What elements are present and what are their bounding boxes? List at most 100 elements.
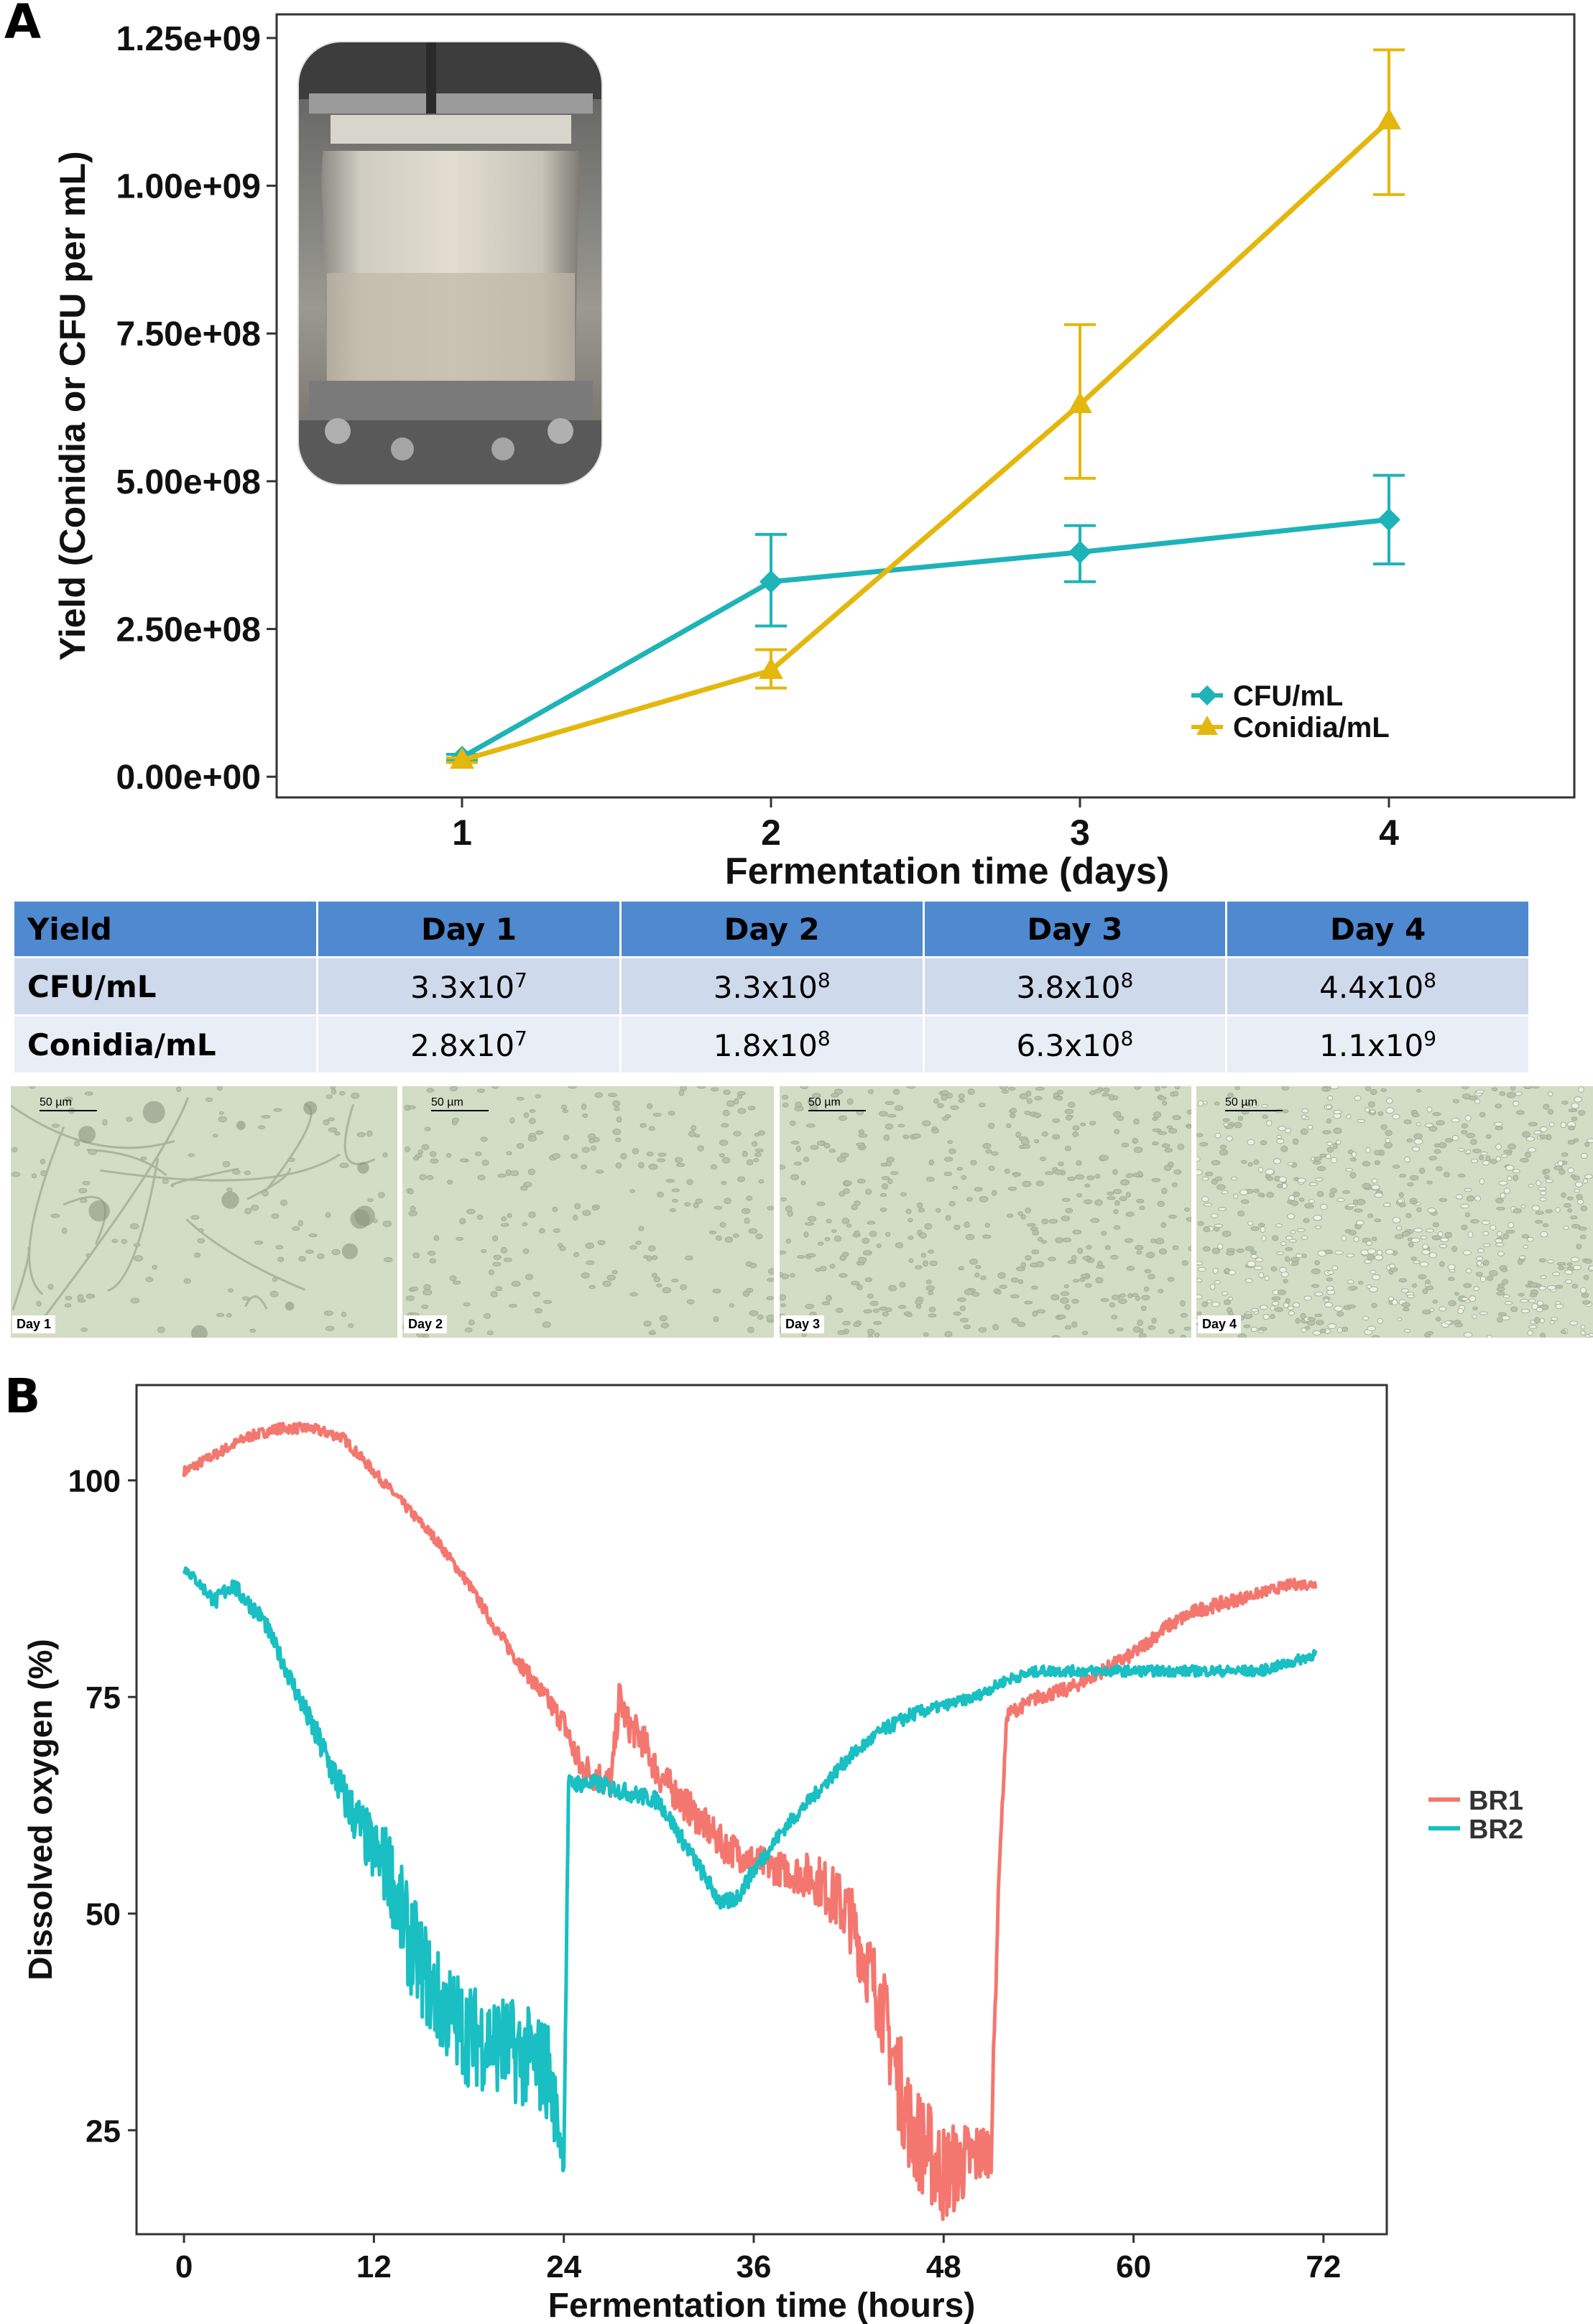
conidium	[1518, 1255, 1526, 1260]
conidium	[954, 1224, 961, 1231]
conidium	[543, 1300, 552, 1304]
conidium	[1168, 1214, 1177, 1219]
conidium	[974, 1187, 983, 1192]
conidium	[1152, 1128, 1162, 1132]
conidium	[1298, 1198, 1305, 1202]
conidium	[86, 1253, 91, 1258]
conidium	[500, 1223, 509, 1227]
conidium	[648, 1164, 658, 1170]
conidium	[1163, 1165, 1172, 1171]
conidium	[1010, 1277, 1019, 1283]
conidium	[1031, 1285, 1038, 1290]
conidium	[1403, 1119, 1412, 1124]
conidium	[1110, 1254, 1119, 1260]
conidium	[1334, 1250, 1344, 1255]
conidium	[1158, 1131, 1167, 1135]
conidium	[1297, 1177, 1306, 1183]
hypha	[185, 1218, 306, 1291]
conidium	[1109, 1302, 1116, 1308]
conidium	[1283, 1279, 1288, 1284]
conidium	[1461, 1224, 1468, 1231]
conidium	[1064, 1108, 1074, 1114]
conidium	[382, 1221, 392, 1227]
conidium	[1439, 1306, 1447, 1312]
conidium	[1295, 1318, 1301, 1324]
table-row-label: CFU/mL	[14, 956, 319, 1016]
conidium	[1019, 1093, 1028, 1100]
conidium	[1436, 1120, 1445, 1126]
conidium	[1462, 1250, 1472, 1256]
yield-chart: 0.00e+00 2.50e+08 5.00e+08 7.50e+08 1.00e+09…	[52, 13, 1576, 892]
conidium	[979, 1195, 989, 1203]
do-x-axis-label: Fermentation time (hours)	[548, 2287, 976, 2324]
hypha	[28, 1126, 65, 1295]
scale-bar: 50 µm	[40, 1096, 97, 1111]
conidium	[1567, 1167, 1574, 1173]
conidium	[1114, 1200, 1120, 1206]
conidium	[1529, 1292, 1538, 1297]
conidium	[897, 1124, 905, 1128]
conidium	[1539, 1134, 1548, 1139]
conidium	[800, 1086, 808, 1089]
conidium	[984, 1223, 991, 1228]
conidium	[819, 1266, 827, 1272]
conidium	[506, 1151, 512, 1156]
conidium	[1520, 1204, 1526, 1209]
conidium	[1367, 1213, 1374, 1218]
conidium	[527, 1168, 536, 1175]
conidium	[1401, 1231, 1410, 1236]
conidium	[1433, 1149, 1441, 1154]
conidium	[1432, 1222, 1439, 1228]
conidium	[509, 1170, 520, 1177]
table-header-cell: Day 4	[1226, 902, 1530, 958]
conidium	[1061, 1216, 1070, 1221]
conidium	[1436, 1316, 1441, 1322]
conidium	[1236, 1248, 1245, 1253]
conidium	[1407, 1182, 1414, 1187]
conidium	[1474, 1195, 1482, 1202]
conidium	[1584, 1274, 1589, 1280]
conidium	[1026, 1098, 1033, 1104]
conidium	[1386, 1098, 1393, 1104]
conidium	[831, 1093, 839, 1098]
conidium	[856, 1178, 866, 1184]
conidium	[612, 1129, 622, 1135]
conidium	[1498, 1180, 1508, 1186]
conidium	[1125, 1238, 1133, 1244]
conidium	[611, 1269, 618, 1274]
conidium	[351, 1093, 360, 1099]
conidium	[1048, 1256, 1056, 1261]
conidium	[1278, 1126, 1286, 1131]
conidium	[1461, 1130, 1468, 1134]
micrograph-day-label: Day 1	[12, 1315, 56, 1333]
conidium	[1462, 1086, 1469, 1090]
micrograph-cells	[780, 1086, 1191, 1338]
conidium	[1278, 1176, 1287, 1182]
conidium	[888, 1284, 897, 1292]
conidium	[1422, 1244, 1429, 1250]
conidium	[1480, 1152, 1488, 1156]
table-row: CFU/mL 3.3x107 3.3x108 3.8x108 4.4x108	[14, 956, 1530, 1016]
conidium	[1320, 1203, 1328, 1210]
hypha	[32, 1097, 190, 1333]
conidium	[1528, 1282, 1538, 1288]
conidium	[1260, 1226, 1266, 1233]
conidium	[807, 1216, 816, 1222]
conidium	[1086, 1245, 1092, 1250]
conidium	[719, 1222, 726, 1228]
conidium	[1084, 1199, 1093, 1205]
conidium	[885, 1124, 893, 1130]
conidium	[1063, 1284, 1069, 1289]
conidium	[662, 1287, 671, 1293]
conidium	[1385, 1138, 1391, 1144]
conidium	[80, 1328, 88, 1332]
conidium	[331, 1088, 336, 1095]
conidium	[1495, 1103, 1502, 1108]
conidium	[65, 1296, 73, 1300]
conidium	[1148, 1274, 1155, 1279]
x-tick-label: 48	[926, 2249, 961, 2284]
conidium	[992, 1324, 999, 1330]
conidium	[1349, 1286, 1358, 1290]
conidium	[384, 1257, 393, 1262]
